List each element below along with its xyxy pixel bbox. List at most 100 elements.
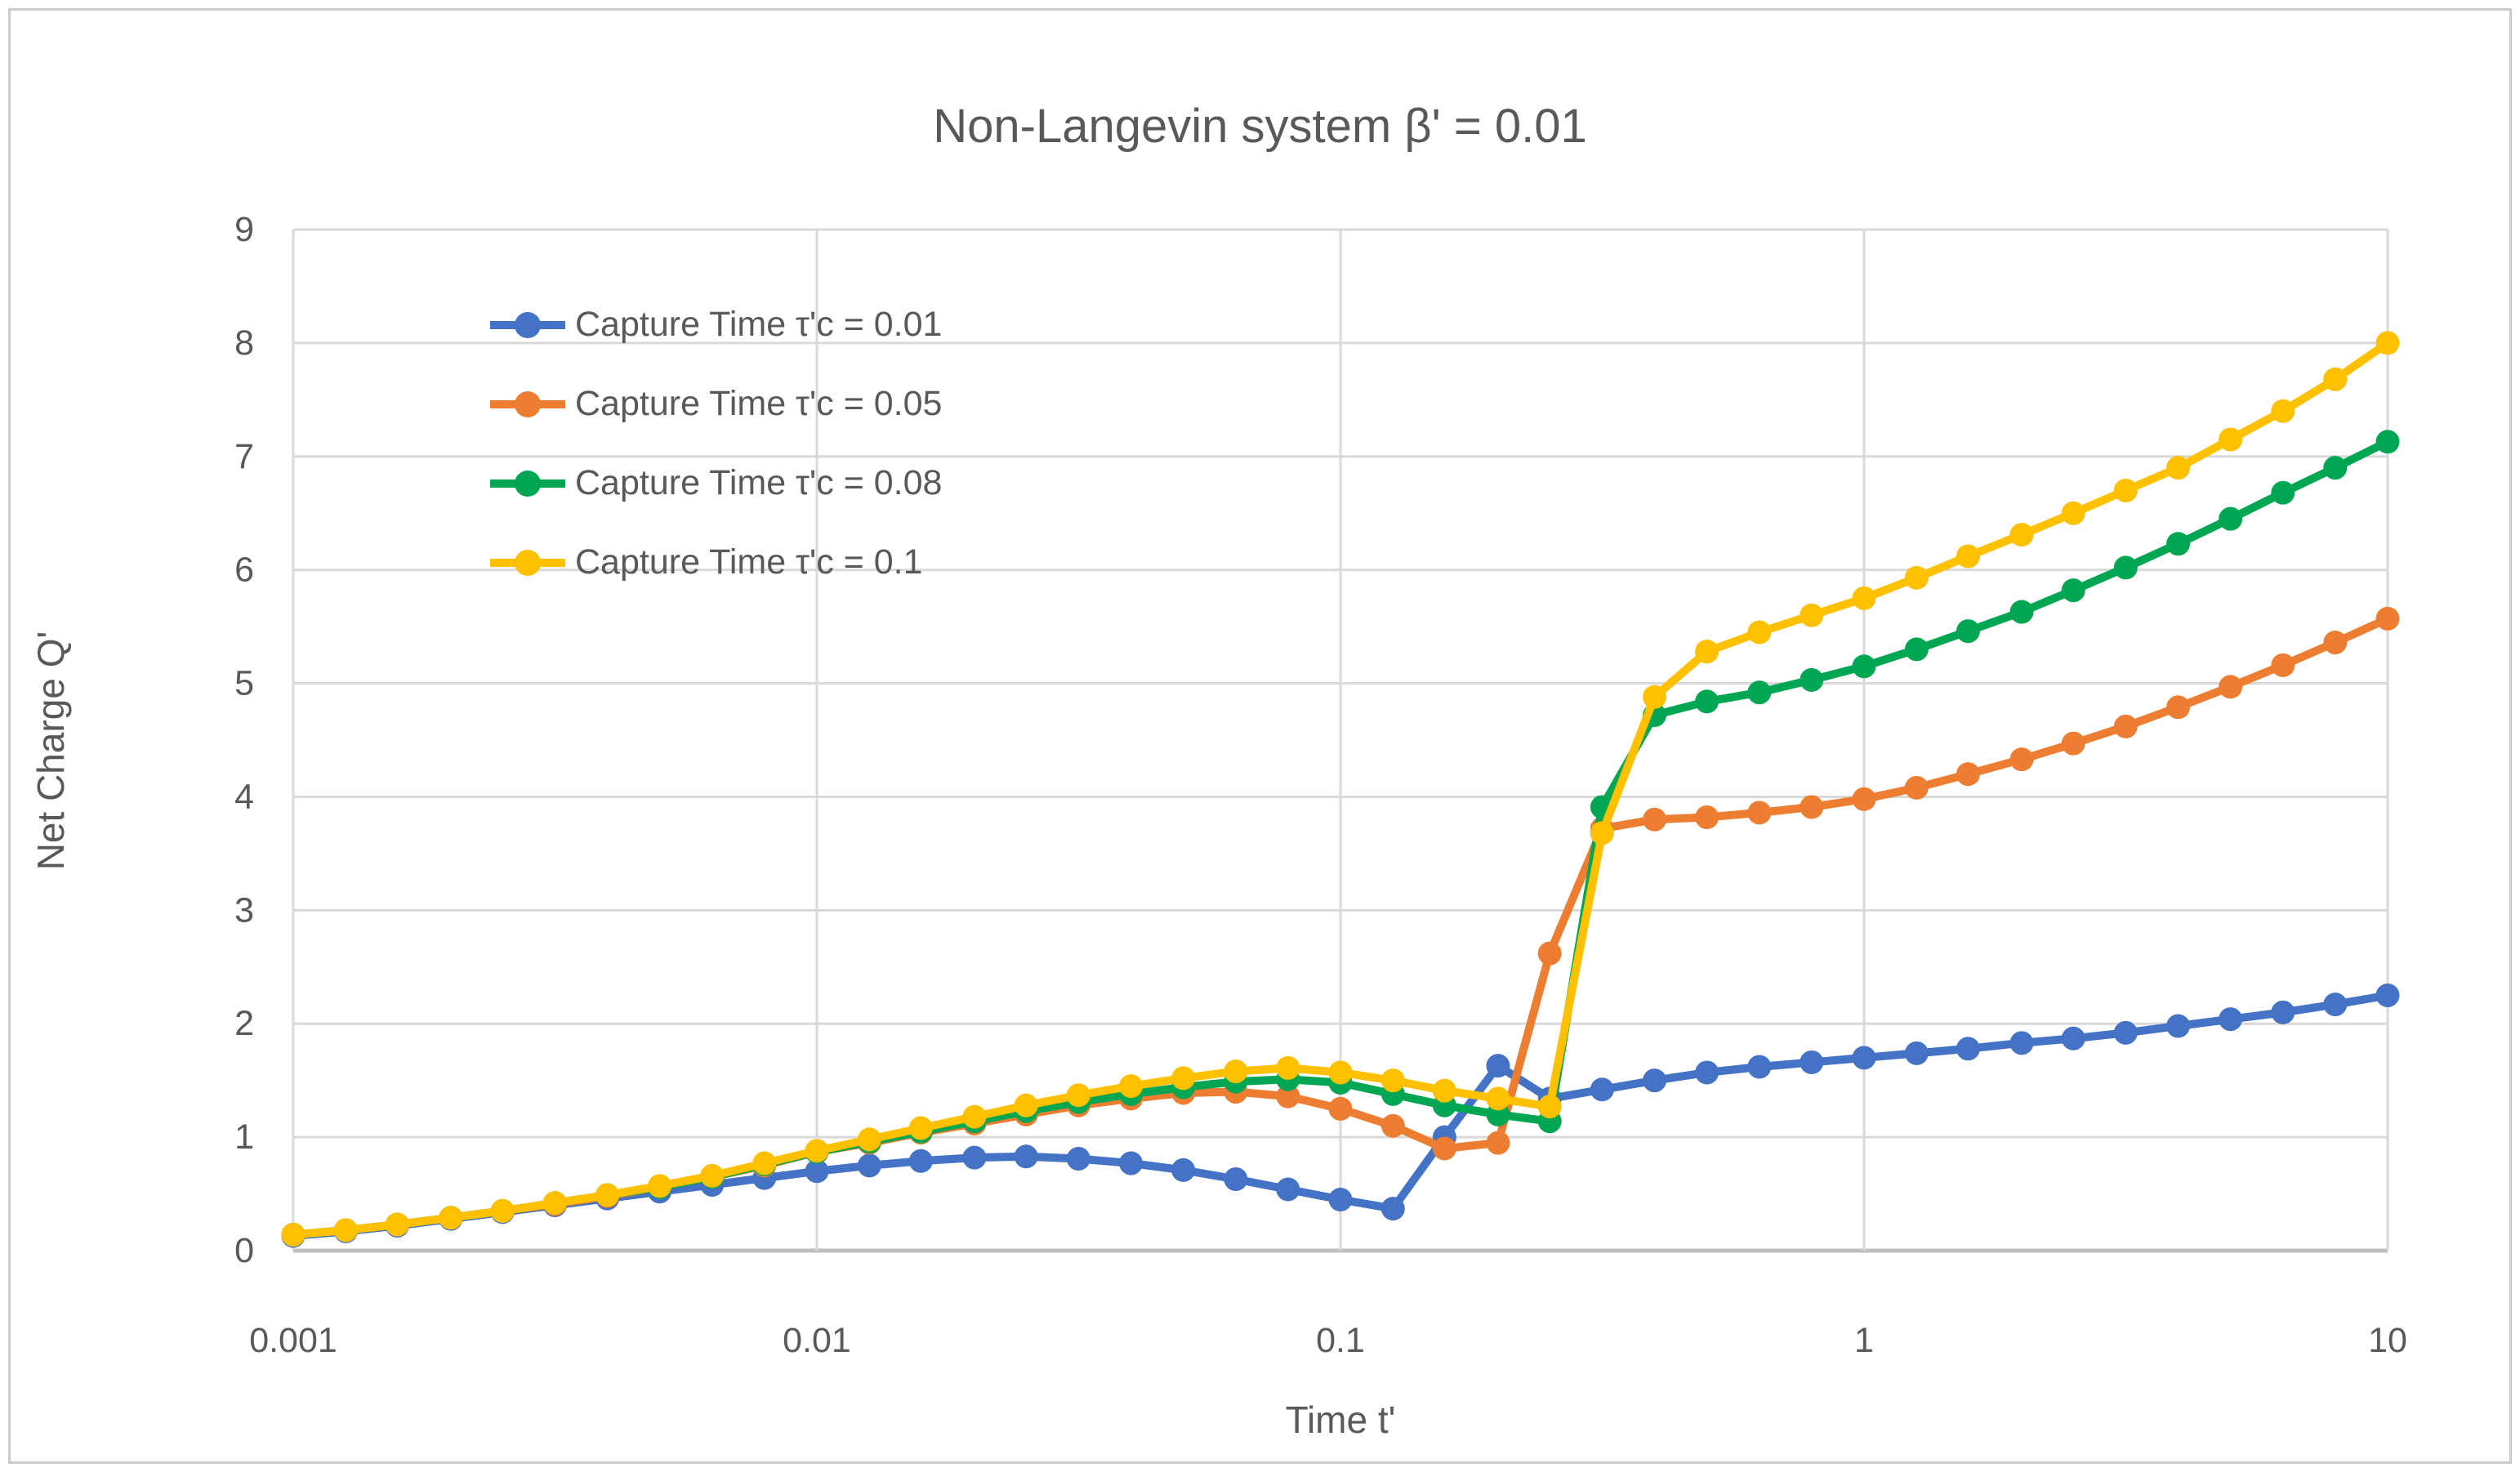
series-marker-3 (385, 1212, 409, 1237)
series-marker-1 (2009, 747, 2034, 772)
series-marker-3 (1800, 603, 1824, 627)
series-marker-2 (1695, 689, 1719, 714)
series-marker-3 (1904, 565, 1929, 590)
series-marker-1 (2323, 631, 2348, 655)
y-tick-label: 4 (234, 777, 254, 816)
y-tick-label: 1 (234, 1117, 254, 1157)
series-marker-0 (2061, 1026, 2085, 1050)
series-marker-3 (2323, 367, 2348, 391)
series-marker-3 (962, 1104, 987, 1129)
series-marker-0 (908, 1149, 933, 1173)
series-marker-1 (1486, 1131, 1510, 1155)
series-marker-0 (1014, 1144, 1038, 1169)
series-marker-1 (1380, 1113, 1405, 1138)
series-marker-0 (2166, 1014, 2191, 1038)
legend-marker-icon (490, 549, 565, 576)
series-marker-3 (281, 1223, 306, 1247)
legend: Capture Time τ'c = 0.01 Capture Time τ'c … (488, 285, 942, 602)
series-marker-3 (1380, 1068, 1405, 1093)
series-marker-1 (2166, 695, 2191, 720)
series-marker-2 (2166, 532, 2191, 556)
series-marker-0 (1852, 1046, 1876, 1070)
series-marker-2 (2323, 456, 2348, 480)
series-marker-0 (1276, 1177, 1300, 1202)
series-marker-3 (490, 1198, 515, 1223)
series-marker-0 (1695, 1060, 1719, 1085)
series-marker-3 (805, 1139, 829, 1163)
chart-figure: Non-Langevin system β' = 0.01 0 1 2 3 4 5 6 7 8 9… (8, 8, 2512, 1464)
series-marker-3 (1066, 1083, 1091, 1108)
series-marker-2 (1852, 654, 1876, 679)
series-marker-0 (2219, 1007, 2243, 1032)
series-marker-0 (1590, 1077, 1614, 1102)
series-marker-3 (439, 1206, 463, 1230)
y-tick-label: 0 (234, 1231, 254, 1270)
series-marker-3 (908, 1116, 933, 1140)
series-marker-2 (2271, 480, 2295, 505)
series-marker-1 (2375, 606, 2400, 631)
series-marker-3 (1695, 640, 1719, 664)
x-tick-label: 0.01 (783, 1321, 851, 1360)
series-marker-0 (1380, 1197, 1405, 1221)
series-marker-0 (2375, 984, 2400, 1007)
legend-item-1: Capture Time τ'c = 0.05 (488, 364, 942, 444)
series-marker-2 (1800, 667, 1824, 692)
series-marker-0 (1956, 1037, 1980, 1061)
series-marker-3 (1328, 1060, 1353, 1085)
series-marker-3 (1537, 1095, 1562, 1119)
series-marker-3 (2271, 399, 2295, 423)
series-marker-3 (1171, 1066, 1196, 1091)
series-marker-0 (2113, 1020, 2138, 1045)
legend-item-0: Capture Time τ'c = 0.01 (488, 285, 942, 364)
series-marker-2 (1956, 619, 1980, 644)
series-marker-1 (1800, 795, 1824, 819)
series-marker-0 (1486, 1054, 1510, 1078)
series-marker-1 (1276, 1084, 1300, 1108)
series-marker-1 (2271, 653, 2295, 677)
legend-label: Capture Time τ'c = 0.1 (575, 542, 923, 582)
series-marker-0 (1643, 1068, 1667, 1093)
series-marker-3 (1276, 1055, 1300, 1080)
line-chart: 0 1 2 3 4 5 6 7 8 9 0.001 0.01 0.1 1 10 (234, 210, 2407, 1360)
x-axis-title: Time t' (1285, 1398, 1396, 1441)
series-marker-3 (2061, 501, 2085, 525)
series-marker-3 (1590, 821, 1614, 845)
series-marker-0 (962, 1145, 987, 1170)
legend-marker-icon (490, 311, 565, 338)
series-marker-2 (1904, 637, 1929, 662)
legend-label: Capture Time τ'c = 0.05 (575, 384, 943, 423)
series-marker-1 (1537, 941, 1562, 966)
legend-marker-icon (490, 470, 565, 497)
series-marker-3 (752, 1151, 777, 1175)
series-marker-2 (2375, 430, 2400, 454)
x-tick-label: 10 (2368, 1321, 2407, 1360)
series-marker-0 (1224, 1167, 1248, 1191)
series-marker-3 (1956, 544, 1980, 569)
y-tick-label: 3 (234, 890, 254, 930)
series-marker-0 (805, 1159, 829, 1184)
series-marker-3 (1119, 1074, 1144, 1099)
y-tick-label: 9 (234, 210, 254, 249)
x-tick-label: 0.1 (1316, 1321, 1365, 1360)
series-marker-1 (2219, 675, 2243, 699)
series-marker-0 (857, 1153, 881, 1178)
series-marker-3 (1014, 1093, 1038, 1117)
series-marker-3 (1852, 586, 1876, 610)
series-marker-0 (1747, 1055, 1772, 1079)
series-marker-2 (2061, 578, 2085, 603)
series-marker-0 (1800, 1050, 1824, 1074)
y-tick-label: 2 (234, 1004, 254, 1043)
series-marker-1 (1643, 807, 1667, 832)
series-marker-2 (1747, 680, 1772, 705)
series-marker-0 (2009, 1031, 2034, 1055)
legend-item-2: Capture Time τ'c = 0.08 (488, 444, 942, 523)
y-tick-label: 5 (234, 664, 254, 703)
series-marker-0 (1904, 1041, 1929, 1065)
series-marker-1 (2061, 731, 2085, 756)
series-marker-1 (1956, 762, 1980, 787)
x-tick-label: 0.001 (249, 1321, 337, 1360)
legend-marker-icon (490, 390, 565, 417)
series-marker-3 (2009, 523, 2034, 547)
series-marker-1 (2113, 714, 2138, 738)
series-marker-3 (2375, 331, 2400, 355)
